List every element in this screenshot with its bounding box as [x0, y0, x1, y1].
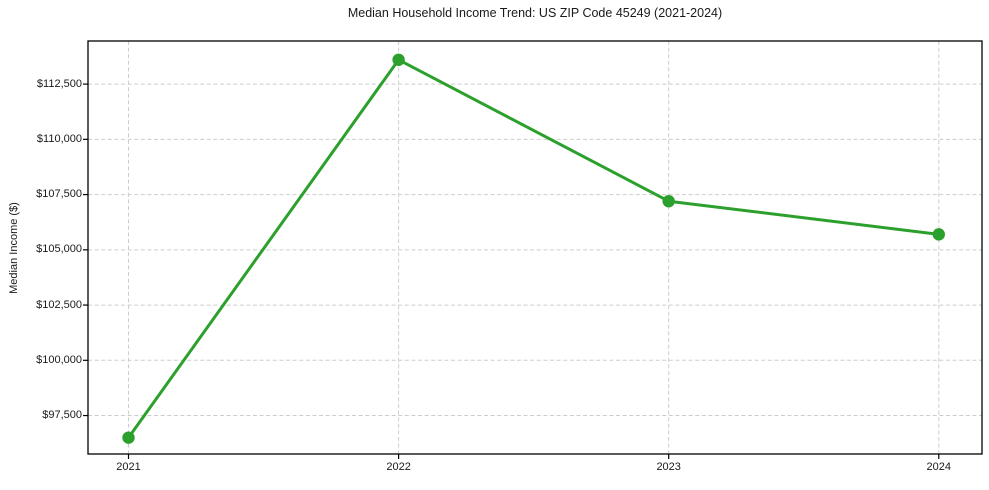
data-point-2023 — [662, 195, 675, 208]
y-tick-label: $110,000 — [36, 132, 82, 145]
y-tick-label: $100,000 — [36, 353, 82, 366]
data-point-2024 — [932, 228, 945, 241]
data-point-2022 — [392, 53, 405, 66]
y-tick-label: $105,000 — [36, 243, 82, 256]
axes-frame — [87, 40, 983, 455]
chart-title: Median Household Income Trend: US ZIP Co… — [347, 6, 723, 20]
x-tick-label: 2024 — [926, 461, 952, 473]
x-tick-label: 2022 — [386, 461, 411, 473]
x-tick-label: 2021 — [116, 461, 141, 473]
y-tick-label: $97,500 — [42, 409, 82, 422]
y-tick-label: $112,500 — [36, 77, 82, 90]
data-point-2021 — [122, 431, 135, 444]
y-tick-label: $102,500 — [36, 298, 82, 311]
trend-line — [127, 58, 941, 440]
x-tick-label: 2023 — [656, 461, 681, 473]
y-tick-label: $107,500 — [36, 188, 82, 201]
